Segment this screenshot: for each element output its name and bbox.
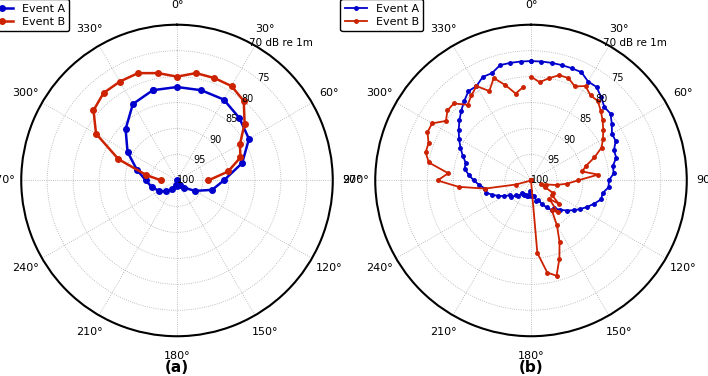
Event B xyxy=(154,71,162,75)
Event B xyxy=(241,121,249,126)
Event A xyxy=(197,88,205,92)
Text: 75: 75 xyxy=(257,73,270,83)
Legend: Event A, Event B: Event A, Event B xyxy=(0,0,69,31)
Event B xyxy=(598,118,607,123)
Text: 75: 75 xyxy=(611,73,624,83)
Event A xyxy=(142,178,150,183)
Event B xyxy=(224,169,232,174)
Text: 90: 90 xyxy=(209,135,221,144)
Event B xyxy=(192,71,200,75)
Event A xyxy=(155,189,164,193)
Text: 70 dB re 1m: 70 dB re 1m xyxy=(249,38,313,47)
Text: 85: 85 xyxy=(225,114,237,124)
Event A xyxy=(173,178,181,183)
Line: Event A: Event A xyxy=(457,59,618,212)
Event B xyxy=(227,84,236,88)
Event B xyxy=(236,155,245,160)
Event A xyxy=(472,84,481,88)
Event B xyxy=(134,71,142,76)
Event A xyxy=(455,127,463,132)
Event A xyxy=(176,183,184,187)
Event A xyxy=(219,178,228,183)
Event A xyxy=(527,59,535,63)
Event B xyxy=(549,191,558,196)
Text: (b): (b) xyxy=(519,360,543,375)
Text: 95: 95 xyxy=(193,155,205,165)
Event B xyxy=(99,91,108,95)
Event B xyxy=(527,178,535,183)
Text: 100: 100 xyxy=(531,176,549,185)
Event A xyxy=(208,188,217,192)
Event A xyxy=(129,102,137,106)
Event B xyxy=(423,130,432,135)
Event A xyxy=(123,150,132,154)
Event B xyxy=(527,74,535,79)
Line: Event B: Event B xyxy=(424,73,605,277)
Text: 95: 95 xyxy=(547,155,559,165)
Event B xyxy=(527,178,535,183)
Event A xyxy=(609,164,617,168)
Event B xyxy=(210,76,219,80)
Text: 70 dB re 1m: 70 dB re 1m xyxy=(603,38,667,47)
Text: 90: 90 xyxy=(563,135,575,144)
Event A xyxy=(168,187,176,192)
Text: 85: 85 xyxy=(579,114,591,124)
Event A xyxy=(526,189,535,193)
Event A xyxy=(235,116,244,120)
Legend: Event A, Event B: Event A, Event B xyxy=(341,0,423,31)
Event A xyxy=(180,186,188,190)
Text: 80: 80 xyxy=(595,94,607,104)
Event B xyxy=(518,85,527,89)
Event A xyxy=(132,167,141,172)
Event B xyxy=(142,173,151,177)
Event B xyxy=(485,89,493,93)
Event B xyxy=(89,108,98,113)
Event A xyxy=(457,108,465,113)
Event B xyxy=(157,178,166,183)
Event A xyxy=(576,207,585,211)
Event A xyxy=(173,183,181,188)
Event A xyxy=(121,127,130,131)
Event A xyxy=(173,85,181,89)
Event A xyxy=(149,88,157,92)
Event B xyxy=(115,79,124,84)
Event B xyxy=(236,142,244,146)
Event A xyxy=(527,59,535,63)
Text: 100: 100 xyxy=(177,176,195,185)
Text: 80: 80 xyxy=(241,94,253,104)
Event B xyxy=(527,178,535,183)
Event A xyxy=(190,189,199,193)
Line: Event B: Event B xyxy=(91,70,247,183)
Event B xyxy=(114,157,122,161)
Event A xyxy=(238,161,246,165)
Event B xyxy=(527,178,535,183)
Event A xyxy=(161,189,170,194)
Event A xyxy=(148,185,156,190)
Event A xyxy=(171,183,180,188)
Event B xyxy=(92,132,101,136)
Event A xyxy=(219,97,228,102)
Event A xyxy=(149,88,157,92)
Text: (a): (a) xyxy=(165,360,189,375)
Event B xyxy=(204,178,212,183)
Line: Event A: Event A xyxy=(122,84,252,194)
Event B xyxy=(173,74,181,79)
Event B xyxy=(239,99,248,103)
Event A xyxy=(527,194,535,198)
Event A xyxy=(245,137,253,141)
